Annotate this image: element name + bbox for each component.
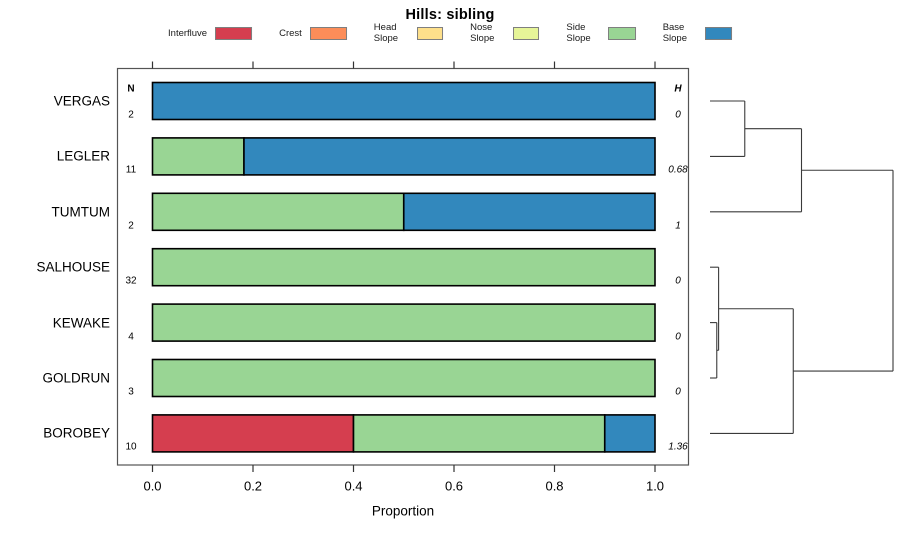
n-value: 3 (128, 386, 134, 398)
legend-color-swatch (512, 26, 540, 40)
x-tick-label: 0.2 (243, 478, 263, 494)
bar-segment-base-slope (603, 414, 656, 453)
x-tick-label: 0.4 (344, 478, 363, 494)
category-label: TUMTUM (51, 204, 110, 220)
bar-segment-side-slope (352, 414, 606, 453)
bar-segment-base-slope (402, 192, 656, 232)
legend: Interfluve Crest Head Slope Nose Slope Side … (168, 22, 732, 44)
legend-item: Head Slope (373, 22, 444, 44)
category-label: GOLDRUN (42, 370, 110, 386)
chart-title: Hills: sibling (405, 7, 495, 23)
bar-segment-interfluve (151, 414, 355, 453)
x-axis-title: Proportion (371, 503, 435, 519)
legend-item: Interfluve (168, 26, 253, 40)
legend-item-label: Head Slope (373, 22, 399, 44)
n-value: 2 (128, 109, 134, 121)
legend-item-label: Nose Slope (470, 22, 495, 44)
x-tick-label: 1.0 (645, 478, 665, 494)
legend-item: Side Slope (566, 22, 636, 44)
h-value: 0 (675, 275, 681, 287)
plot-border (116, 67, 690, 466)
x-tick-label: 0.6 (444, 478, 464, 494)
n-value: 4 (128, 331, 134, 343)
category-label: LEGLER (56, 148, 110, 164)
x-tick-label: 0.0 (143, 478, 162, 494)
n-value: 10 (125, 441, 137, 453)
legend-item-label: Base Slope (662, 22, 687, 44)
bar-segment-side-slope (151, 247, 656, 287)
n-value: 2 (128, 220, 134, 232)
bar-segment-base-slope (243, 137, 656, 176)
bar-segment-base-slope (151, 81, 656, 121)
bar-segment-side-slope (151, 303, 656, 342)
h-column-header: H (674, 83, 682, 95)
h-value: 1 (675, 220, 681, 232)
legend-item: Crest (279, 26, 347, 40)
legend-color-swatch (309, 26, 347, 40)
bar-segment-side-slope (151, 358, 656, 398)
legend-color-swatch (608, 26, 636, 40)
category-label: KEWAKE (52, 315, 110, 331)
legend-color-swatch (705, 26, 732, 40)
legend-item: Nose Slope (470, 22, 540, 44)
category-label: VERGAS (53, 93, 110, 109)
n-value: 32 (125, 275, 137, 287)
bar-segment-side-slope (151, 192, 405, 232)
x-tick-label: 0.8 (545, 478, 564, 494)
h-value: 0 (675, 109, 681, 121)
legend-item-label: Side Slope (566, 22, 591, 44)
legend-item-label: Crest (279, 27, 302, 39)
h-value: 0 (675, 386, 681, 398)
legend-item: Base Slope (663, 22, 732, 44)
legend-color-swatch (215, 26, 253, 40)
legend-color-swatch (416, 26, 444, 40)
category-label: BOROBEY (43, 425, 110, 441)
h-value: 1.36 (668, 441, 688, 453)
h-value: 0 (675, 331, 681, 343)
n-value: 11 (125, 164, 137, 176)
category-label: SALHOUSE (36, 259, 110, 275)
bar-segment-side-slope (151, 137, 245, 176)
n-column-header: N (127, 83, 135, 95)
h-value: 0.68 (668, 164, 688, 176)
legend-item-label: Interfluve (168, 27, 208, 39)
